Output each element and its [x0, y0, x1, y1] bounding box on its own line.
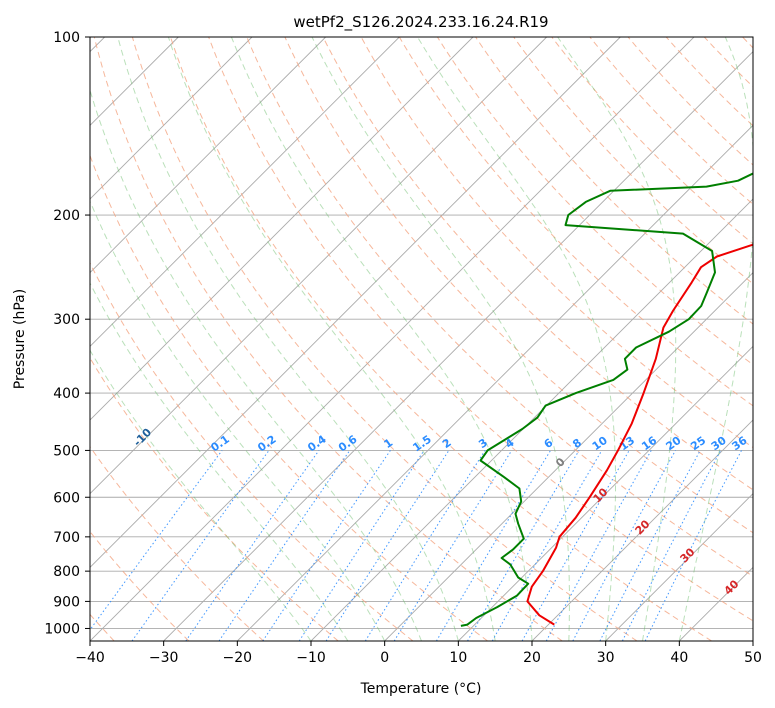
moist-adiabat-lines	[90, 37, 753, 641]
dry-adiabat-line	[398, 37, 753, 407]
isotherm-line	[90, 37, 547, 495]
moist-adiabat-line	[417, 37, 617, 641]
x-tick-label: 20	[523, 650, 541, 666]
isotherm-line	[605, 493, 753, 641]
mixing-ratio-line	[131, 450, 270, 641]
x-tick-label: −30	[149, 650, 179, 666]
sounding-line	[460, 172, 753, 627]
isotherm-line	[90, 37, 695, 641]
x-axis: −40 −30 −20 −10 0 10 20 30 40 50	[75, 641, 762, 666]
isotherm-line	[90, 37, 474, 421]
dry-adiabat-line	[90, 261, 414, 641]
isotherm-line	[237, 124, 753, 641]
moist-adiabat-line	[557, 37, 677, 641]
moist-adiabat-line	[90, 282, 349, 641]
y-tick-label: 600	[53, 490, 80, 506]
x-tick-label: 40	[670, 650, 688, 666]
isotherm-line	[163, 51, 753, 641]
isotherm-line	[90, 37, 400, 347]
isotherm-line	[384, 272, 753, 641]
x-axis-label: Temperature (°C)	[360, 681, 482, 697]
sounding-line	[526, 243, 753, 626]
dry-adiabat-line	[93, 37, 563, 641]
plot-area: -100-90-80-70-60-50-40-30-20-100.10.20.4…	[90, 37, 753, 641]
mixing-ratio-line	[364, 450, 486, 641]
y-tick-label: 900	[53, 594, 80, 610]
chart-title: wetPf2_S126.2024.233.16.24.R19	[293, 13, 548, 32]
x-tick-label: −10	[296, 650, 326, 666]
dry-adiabat-line	[131, 37, 638, 641]
mixing-ratio-line	[90, 450, 223, 631]
dry-adiabat-lines	[90, 37, 753, 641]
isotherm-line	[90, 37, 621, 568]
isotherm-line	[90, 37, 253, 200]
dry-adiabat-line	[513, 37, 753, 285]
y-tick-label: 100	[53, 30, 80, 46]
mixing-ratio-line	[435, 450, 552, 641]
plot-frame	[89, 36, 754, 642]
y-axis-label: Pressure (hPa)	[12, 289, 28, 389]
dry-adiabat-line	[360, 37, 753, 449]
x-tick-label: −20	[223, 650, 253, 666]
y-tick-label: 300	[53, 312, 80, 328]
mixing-ratio-line	[491, 450, 603, 641]
moist-adiabat-line	[90, 349, 312, 641]
dry-adiabat-line	[627, 37, 753, 166]
dry-adiabat-line	[246, 37, 753, 577]
mixing-ratio-line	[545, 450, 652, 641]
dry-adiabat-line	[90, 445, 264, 641]
moist-adiabat-line	[167, 37, 496, 641]
x-tick-label: −40	[75, 650, 105, 666]
dry-adiabat-line	[475, 37, 753, 325]
x-tick-label: 10	[449, 650, 467, 666]
y-tick-label: 400	[53, 386, 80, 402]
dry-adiabat-line	[208, 37, 753, 622]
dry-adiabat-line	[322, 37, 753, 491]
mixing-ratio-line	[467, 450, 580, 641]
y-axis: 100 200 300 400 500 600 700 800 900 1000	[44, 30, 90, 637]
x-tick-label: 30	[597, 650, 615, 666]
isotherm-line	[90, 37, 326, 274]
y-tick-label: 800	[53, 564, 80, 580]
y-tick-label: 200	[53, 208, 80, 224]
y-tick-label: 1000	[44, 621, 80, 637]
mixing-ratio-line	[521, 450, 630, 641]
y-tick-label: 500	[53, 443, 80, 459]
y-tick-label: 700	[53, 530, 80, 546]
moist-adiabat-line	[311, 37, 570, 641]
isotherm-line	[531, 419, 753, 641]
moist-adiabat-line	[117, 37, 459, 641]
x-tick-label: 50	[744, 650, 762, 666]
moist-adiabat-line	[90, 200, 386, 641]
mixing-ratio-line	[218, 450, 351, 641]
mixing-ratio-line	[572, 450, 676, 641]
mixing-ratio-line	[325, 450, 450, 641]
sounding-series	[460, 172, 753, 627]
mixing-ratio-lines	[90, 450, 742, 641]
mixing-ratio-line	[393, 450, 513, 641]
x-tick-label: 0	[380, 650, 389, 666]
moist-adiabat-line	[678, 37, 753, 641]
moist-adiabat-line	[90, 88, 422, 641]
